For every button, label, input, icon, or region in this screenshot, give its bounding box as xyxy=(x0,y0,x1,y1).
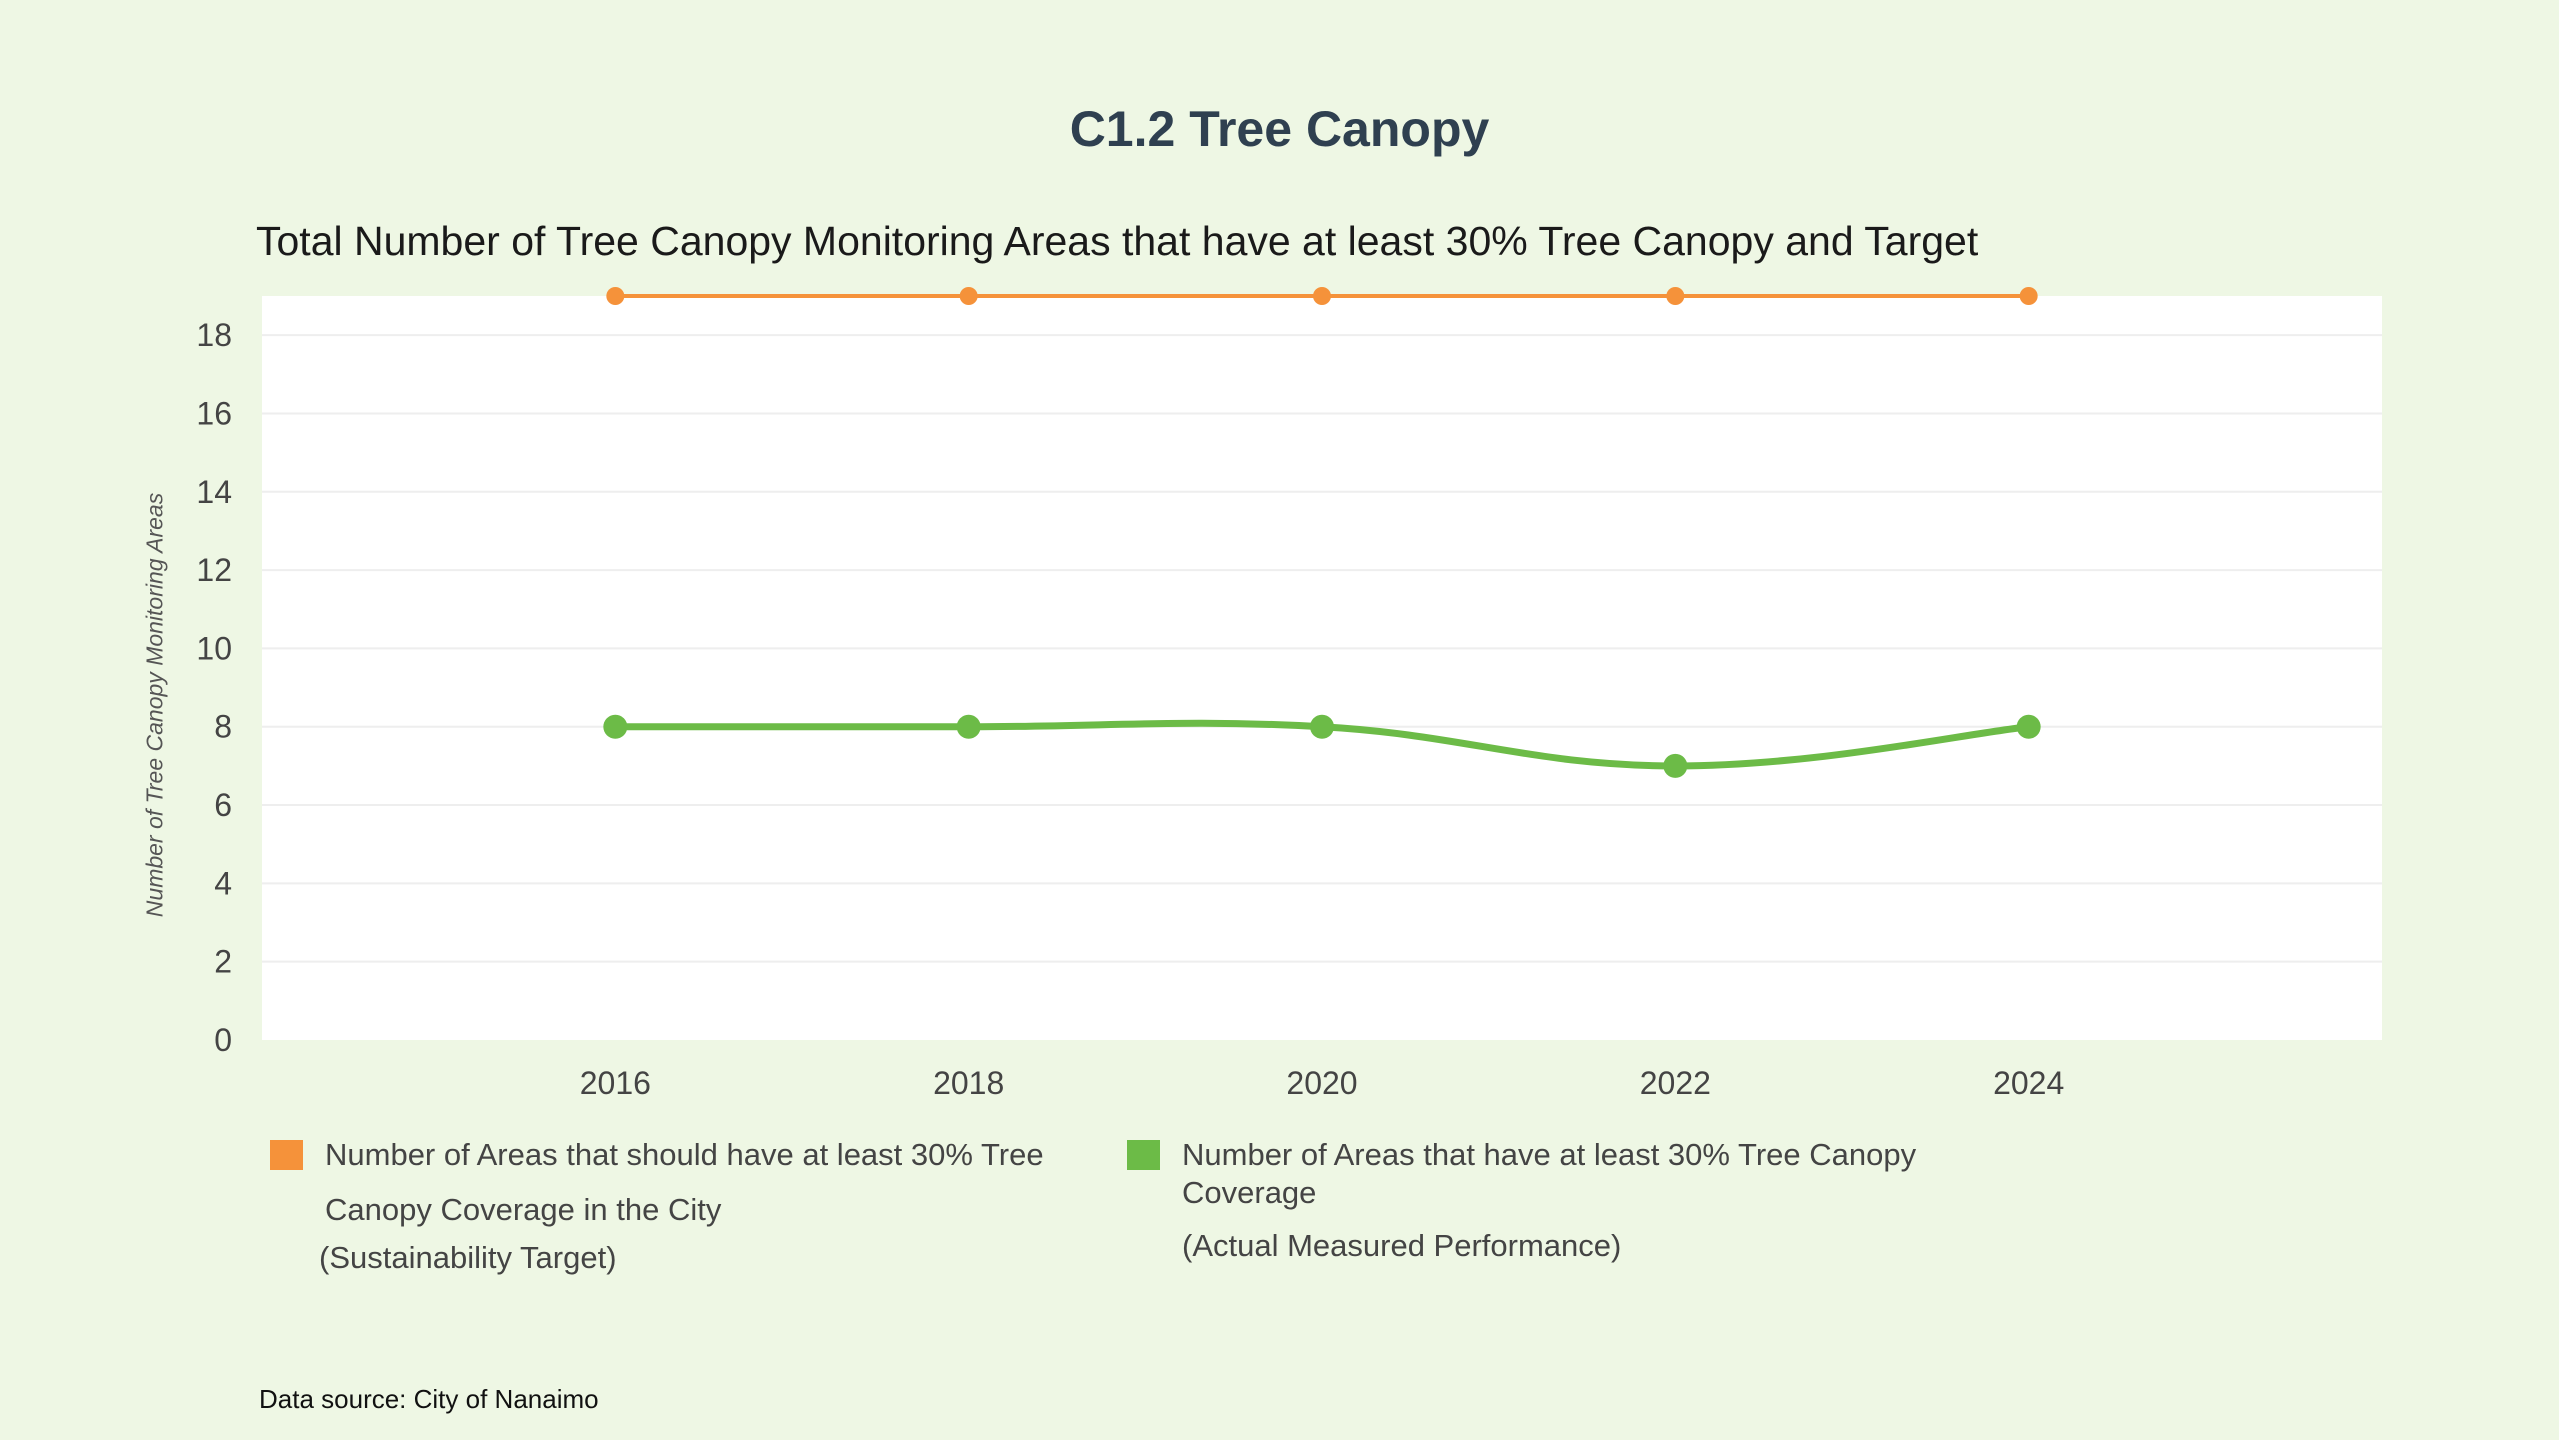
x-tick-label: 2022 xyxy=(1640,1065,1711,1101)
data-point xyxy=(603,714,628,739)
y-tick-label: 4 xyxy=(214,865,232,901)
y-tick-label: 0 xyxy=(214,1022,232,1058)
legend-swatch-target xyxy=(270,1140,303,1170)
data-point xyxy=(2016,714,2041,739)
legend-label-line-1: Number of Areas that have at least 30% T… xyxy=(1182,1137,1917,1172)
series-layer xyxy=(603,287,2041,778)
x-tick-label: 2018 xyxy=(933,1065,1004,1101)
chart-title: Total Number of Tree Canopy Monitoring A… xyxy=(256,218,1979,264)
y-tick-label: 10 xyxy=(196,630,232,666)
data-point xyxy=(1310,714,1334,739)
plot-area xyxy=(262,296,2382,1040)
y-tick-label: 6 xyxy=(214,787,232,823)
legend-label-line-1: Number of Areas that should have at leas… xyxy=(325,1137,1044,1172)
y-axis-ticks: 0 2 4 6 8 10 12 14 16 18 xyxy=(196,317,232,1058)
x-axis-ticks: 2016 2018 2020 2022 2024 xyxy=(580,1065,2065,1101)
y-tick-label: 16 xyxy=(196,395,232,431)
y-tick-label: 14 xyxy=(196,474,232,510)
data-point xyxy=(1663,753,1688,778)
x-tick-label: 2020 xyxy=(1286,1065,1357,1101)
legend-swatch-actual xyxy=(1127,1140,1160,1170)
data-point xyxy=(2019,287,2038,305)
legend-label-line-2: Canopy Coverage in the City xyxy=(325,1192,722,1227)
y-tick-label: 18 xyxy=(196,317,232,353)
data-point xyxy=(959,287,978,305)
x-tick-label: 2016 xyxy=(580,1065,651,1101)
y-tick-label: 12 xyxy=(196,552,232,588)
legend-label-line-3: (Actual Measured Performance) xyxy=(1182,1228,1622,1263)
data-point xyxy=(1666,287,1685,305)
data-point xyxy=(606,287,625,305)
data-point xyxy=(956,714,981,739)
data-source: Data source: City of Nanaimo xyxy=(259,1384,599,1414)
legend-label-line-2: Coverage xyxy=(1182,1175,1317,1210)
legend-label-line-3: (Sustainability Target) xyxy=(319,1240,617,1275)
page-title: C1.2 Tree Canopy xyxy=(1069,101,1490,157)
data-point xyxy=(1313,287,1331,305)
x-tick-label: 2024 xyxy=(1993,1065,2064,1101)
y-tick-label: 8 xyxy=(214,709,232,745)
y-tick-label: 2 xyxy=(214,944,232,980)
y-axis-label: Number of Tree Canopy Monitoring Areas xyxy=(141,492,168,918)
